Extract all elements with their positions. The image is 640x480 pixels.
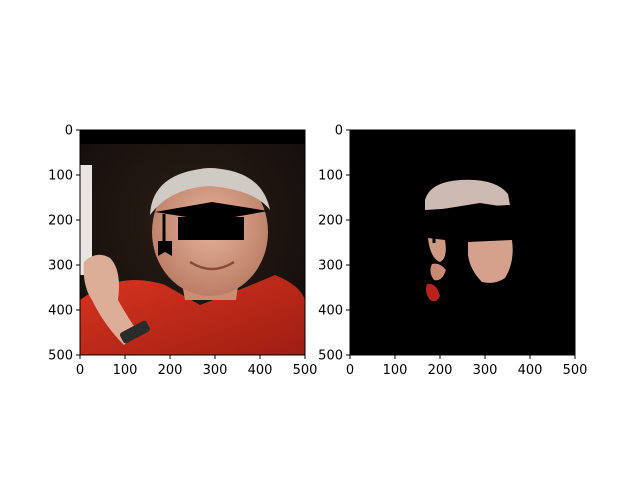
right-mask <box>350 130 575 355</box>
right-y-tick-label-400: 400 <box>318 304 343 319</box>
right-x-tick-label-400: 400 <box>518 363 543 378</box>
left-y-tick-label-500: 500 <box>48 349 73 364</box>
right-y-tick-label-200: 200 <box>318 214 343 229</box>
right-x-tick-label-100: 100 <box>383 363 408 378</box>
left-axes-frame <box>79 129 306 356</box>
left-x-tick-label-500: 500 <box>293 363 318 378</box>
right-x-tick-label-500: 500 <box>563 363 588 378</box>
left-y-tick-label-0: 0 <box>65 124 73 139</box>
right-y-tick-label-500: 500 <box>318 349 343 364</box>
left-x-tick-label-0: 0 <box>76 363 84 378</box>
left-x-tick-label-400: 400 <box>248 363 273 378</box>
right-y-tick-label-0: 0 <box>335 124 343 139</box>
right-y-tick-label-300: 300 <box>318 259 343 274</box>
right-y-tick-label-100: 100 <box>318 169 343 184</box>
left-y-tick-label-200: 200 <box>48 214 73 229</box>
left-y-tick-label-100: 100 <box>48 169 73 184</box>
right-x-tick-label-300: 300 <box>473 363 498 378</box>
left-y-tick-label-400: 400 <box>48 304 73 319</box>
left-x-tick-label-300: 300 <box>203 363 228 378</box>
right-x-tick-label-0: 0 <box>346 363 354 378</box>
left-x-tick-label-100: 100 <box>113 363 138 378</box>
left-photo <box>80 130 305 355</box>
right-x-tick-label-200: 200 <box>428 363 453 378</box>
left-x-tick-label-200: 200 <box>158 363 183 378</box>
left-y-tick-label-300: 300 <box>48 259 73 274</box>
right-axes-frame <box>349 129 576 356</box>
